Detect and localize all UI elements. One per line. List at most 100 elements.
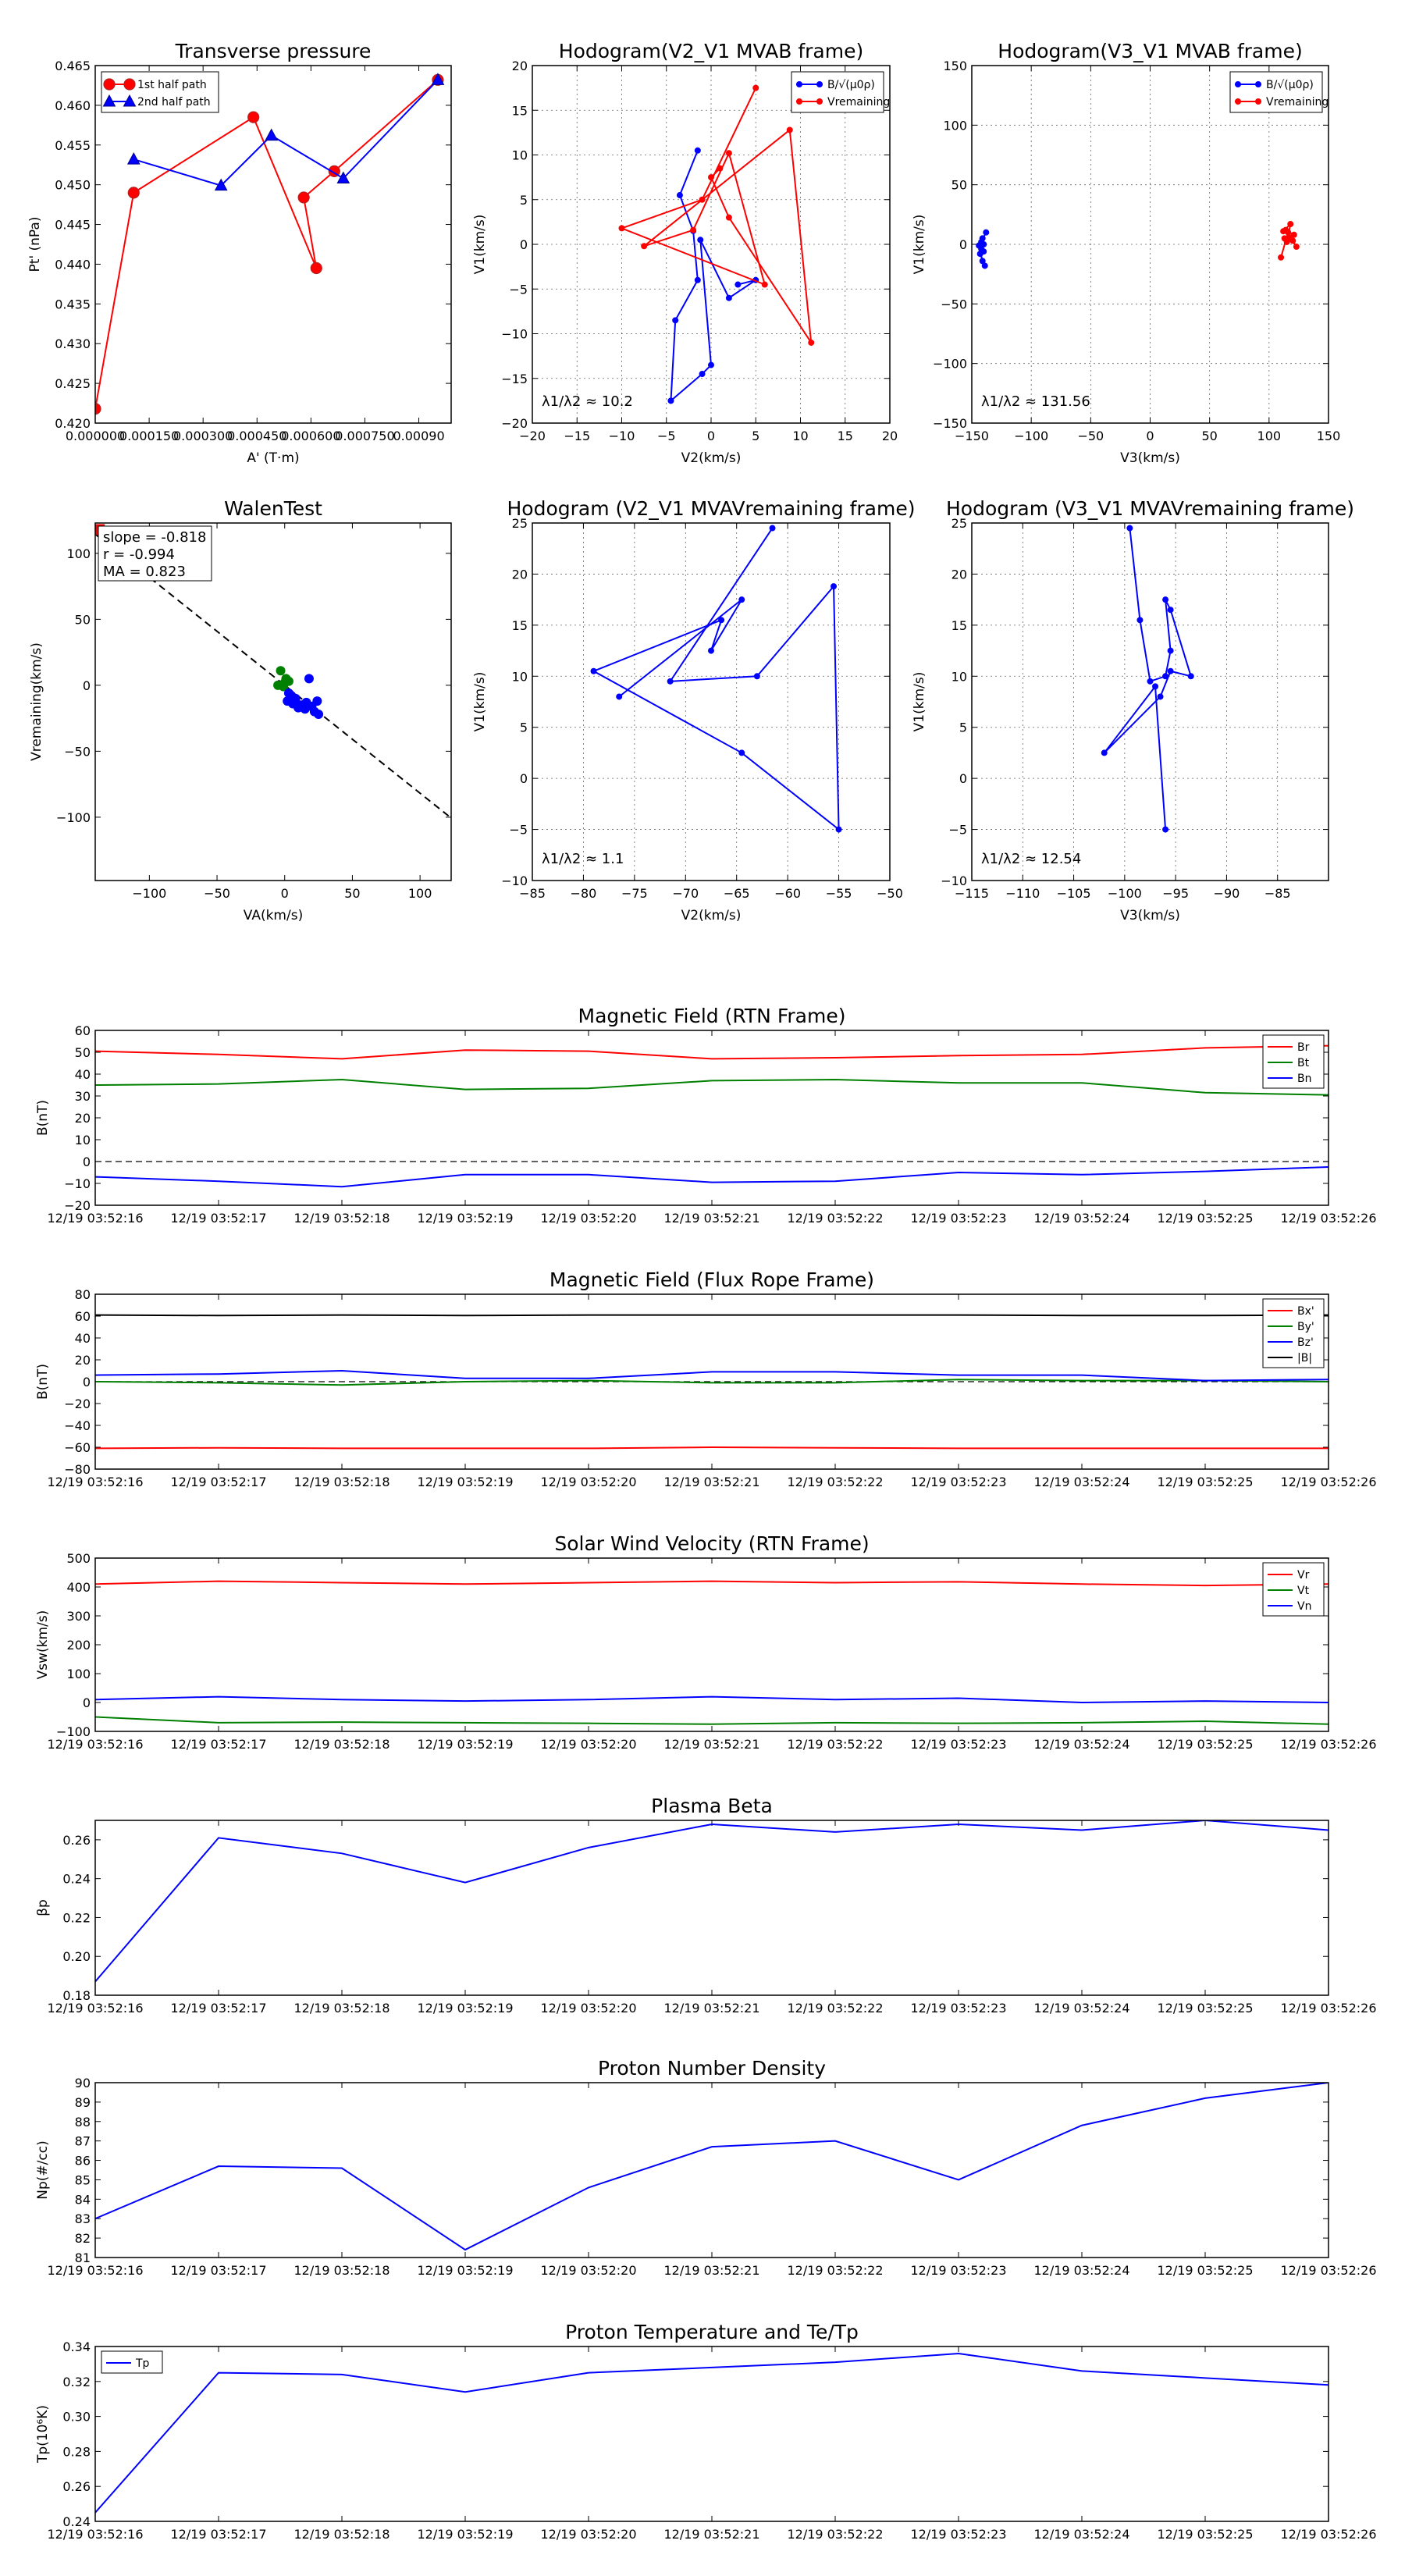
y-tick-label: 20: [75, 1111, 91, 1126]
chart-transverse_pressure: 0.420 0.425 0.430 0.435 0.440 0.445 0.450 0.455…: [27, 40, 452, 466]
stats-frame: [98, 525, 212, 582]
x-tick-label: 12/19 03:52:25: [1157, 1211, 1253, 1226]
legend: Tp: [101, 2350, 163, 2374]
x-tick-label: 12/19 03:52:26: [1280, 1737, 1376, 1752]
axes-frame: [94, 65, 452, 424]
x-tick-label: 12/19 03:52:17: [170, 2001, 266, 2016]
plot-area: [618, 84, 815, 404]
legend-label: |B|: [1297, 1352, 1312, 1364]
x-tick-label: −15: [564, 429, 590, 443]
legend-label: Vremaining: [1266, 96, 1329, 109]
y-tick-label: 0: [83, 1155, 91, 1169]
x-tick-label: 12/19 03:52:24: [1033, 1211, 1129, 1226]
x-axis-label: A' (T·m): [247, 450, 299, 466]
x-tick-label: 0.00090: [393, 429, 444, 443]
data-point: [667, 678, 674, 685]
data-point: [699, 196, 706, 203]
x-tick-label: 0.000150: [119, 429, 179, 443]
data-point: [738, 749, 745, 756]
y-tick-label: −60: [64, 1440, 91, 1455]
y-tick-label: −10: [64, 1176, 91, 1191]
x-tick-label: 12/19 03:52:25: [1157, 1737, 1253, 1752]
x-tick-label: −65: [724, 886, 750, 901]
x-tick-label: 12/19 03:52:24: [1033, 2527, 1129, 2542]
x-tick-label: −20: [519, 429, 546, 443]
eigen-ratio-label: λ1/λ2 ≈ 131.56: [981, 393, 1090, 410]
x-tick-label: 12/19 03:52:23: [910, 1211, 1006, 1226]
series-line-By': [95, 1379, 1329, 1386]
legend-label: Bx': [1297, 1305, 1314, 1318]
data-point: [616, 693, 623, 700]
x-tick-label: 12/19 03:52:20: [540, 1475, 636, 1489]
data-point: [1167, 667, 1174, 674]
legend-box: [1229, 71, 1323, 113]
data-point: [978, 246, 985, 253]
series-line-Br: [95, 1044, 1329, 1060]
eigen-ratio-label: λ1/λ2 ≈ 1.1: [542, 851, 624, 867]
data-point: [281, 674, 291, 684]
x-tick-label: 12/19 03:52:20: [540, 1211, 636, 1226]
x-tick-label: 12/19 03:52:19: [417, 2527, 513, 2542]
data-point: [1162, 596, 1169, 603]
y-tick-label: −100: [56, 810, 91, 825]
legend-label: 2nd half path: [137, 96, 211, 109]
legend-label: Br: [1297, 1041, 1310, 1054]
data-point: [694, 147, 701, 154]
x-tick-label: −5: [657, 429, 676, 443]
x-tick-label: 12/19 03:52:22: [787, 2263, 883, 2278]
data-point: [708, 361, 714, 368]
x-tick-label: 0: [707, 429, 715, 443]
x-tick-label: 12/19 03:52:17: [170, 2527, 266, 2542]
x-tick-label: 12/19 03:52:21: [663, 1475, 759, 1489]
chart-title: Hodogram (V2_V1 MVAVremaining frame): [507, 497, 916, 520]
axes-frame: [532, 65, 891, 424]
y-axis-label: B(nT): [35, 1100, 51, 1136]
legend: Br Bt Bn: [1262, 1034, 1325, 1089]
x-tick-label: 12/19 03:52:19: [417, 1211, 513, 1226]
x-tick-label: 12/19 03:52:20: [540, 1737, 636, 1752]
y-tick-label: −5: [948, 823, 967, 838]
data-point: [1290, 231, 1297, 238]
y-axis-label: Vremaining(km/s): [29, 642, 44, 761]
x-tick-label: 5: [752, 429, 759, 443]
legend-marker: [796, 98, 802, 105]
data-point: [738, 596, 745, 603]
y-tick-label: 20: [512, 567, 528, 582]
x-tick-label: 0.000450: [227, 429, 286, 443]
legend-marker: [1255, 98, 1261, 105]
data-point: [127, 187, 140, 199]
y-tick-label: 0: [520, 771, 528, 786]
series-line-Vremaining: [619, 87, 813, 343]
chart-plasma_beta: 0.18 0.20 0.22 0.24 0.26 12/19 03:52:16 12/19 …: [35, 1795, 1377, 2016]
x-tick-label: −110: [1005, 886, 1040, 901]
chart-title: Plasma Beta: [651, 1795, 773, 1817]
x-tick-label: −70: [672, 886, 699, 901]
y-tick-label: 0.22: [62, 1910, 91, 1925]
y-tick-label: 84: [75, 2192, 91, 2207]
y-tick-label: 0.430: [55, 336, 91, 351]
x-tick-label: −50: [204, 886, 230, 901]
legend-label: B/√(μ0ρ): [827, 79, 875, 91]
x-tick-label: 12/19 03:52:22: [787, 1211, 883, 1226]
legend-marker: [123, 78, 136, 91]
x-tick-label: 12/19 03:52:17: [170, 2263, 266, 2278]
y-tick-label: −50: [64, 744, 91, 759]
legend-label: Bz': [1297, 1336, 1314, 1349]
y-tick-label: 0.450: [55, 178, 91, 193]
data-point: [717, 165, 724, 172]
y-tick-label: 89: [75, 2095, 91, 2110]
x-tick-label: 12/19 03:52:21: [663, 2001, 759, 2016]
x-tick-label: 12/19 03:52:18: [293, 2263, 389, 2278]
x-tick-label: 10: [792, 429, 808, 443]
x-axis-label: VA(km/s): [244, 908, 303, 923]
y-tick-label: −10: [941, 873, 967, 888]
legend-marker: [1235, 98, 1241, 105]
y-tick-label: 85: [75, 2172, 91, 2187]
y-tick-label: −5: [509, 282, 528, 297]
data-point: [1162, 673, 1169, 680]
legend-marker: [816, 81, 823, 87]
legend: 1st half path 2nd half path: [101, 71, 219, 113]
chart-proton_density: 81 82 83 84 85 86 87 88 89 90 12/19 03:52:16 12/19 …: [35, 2057, 1377, 2278]
x-tick-label: 0.000000: [66, 429, 125, 443]
